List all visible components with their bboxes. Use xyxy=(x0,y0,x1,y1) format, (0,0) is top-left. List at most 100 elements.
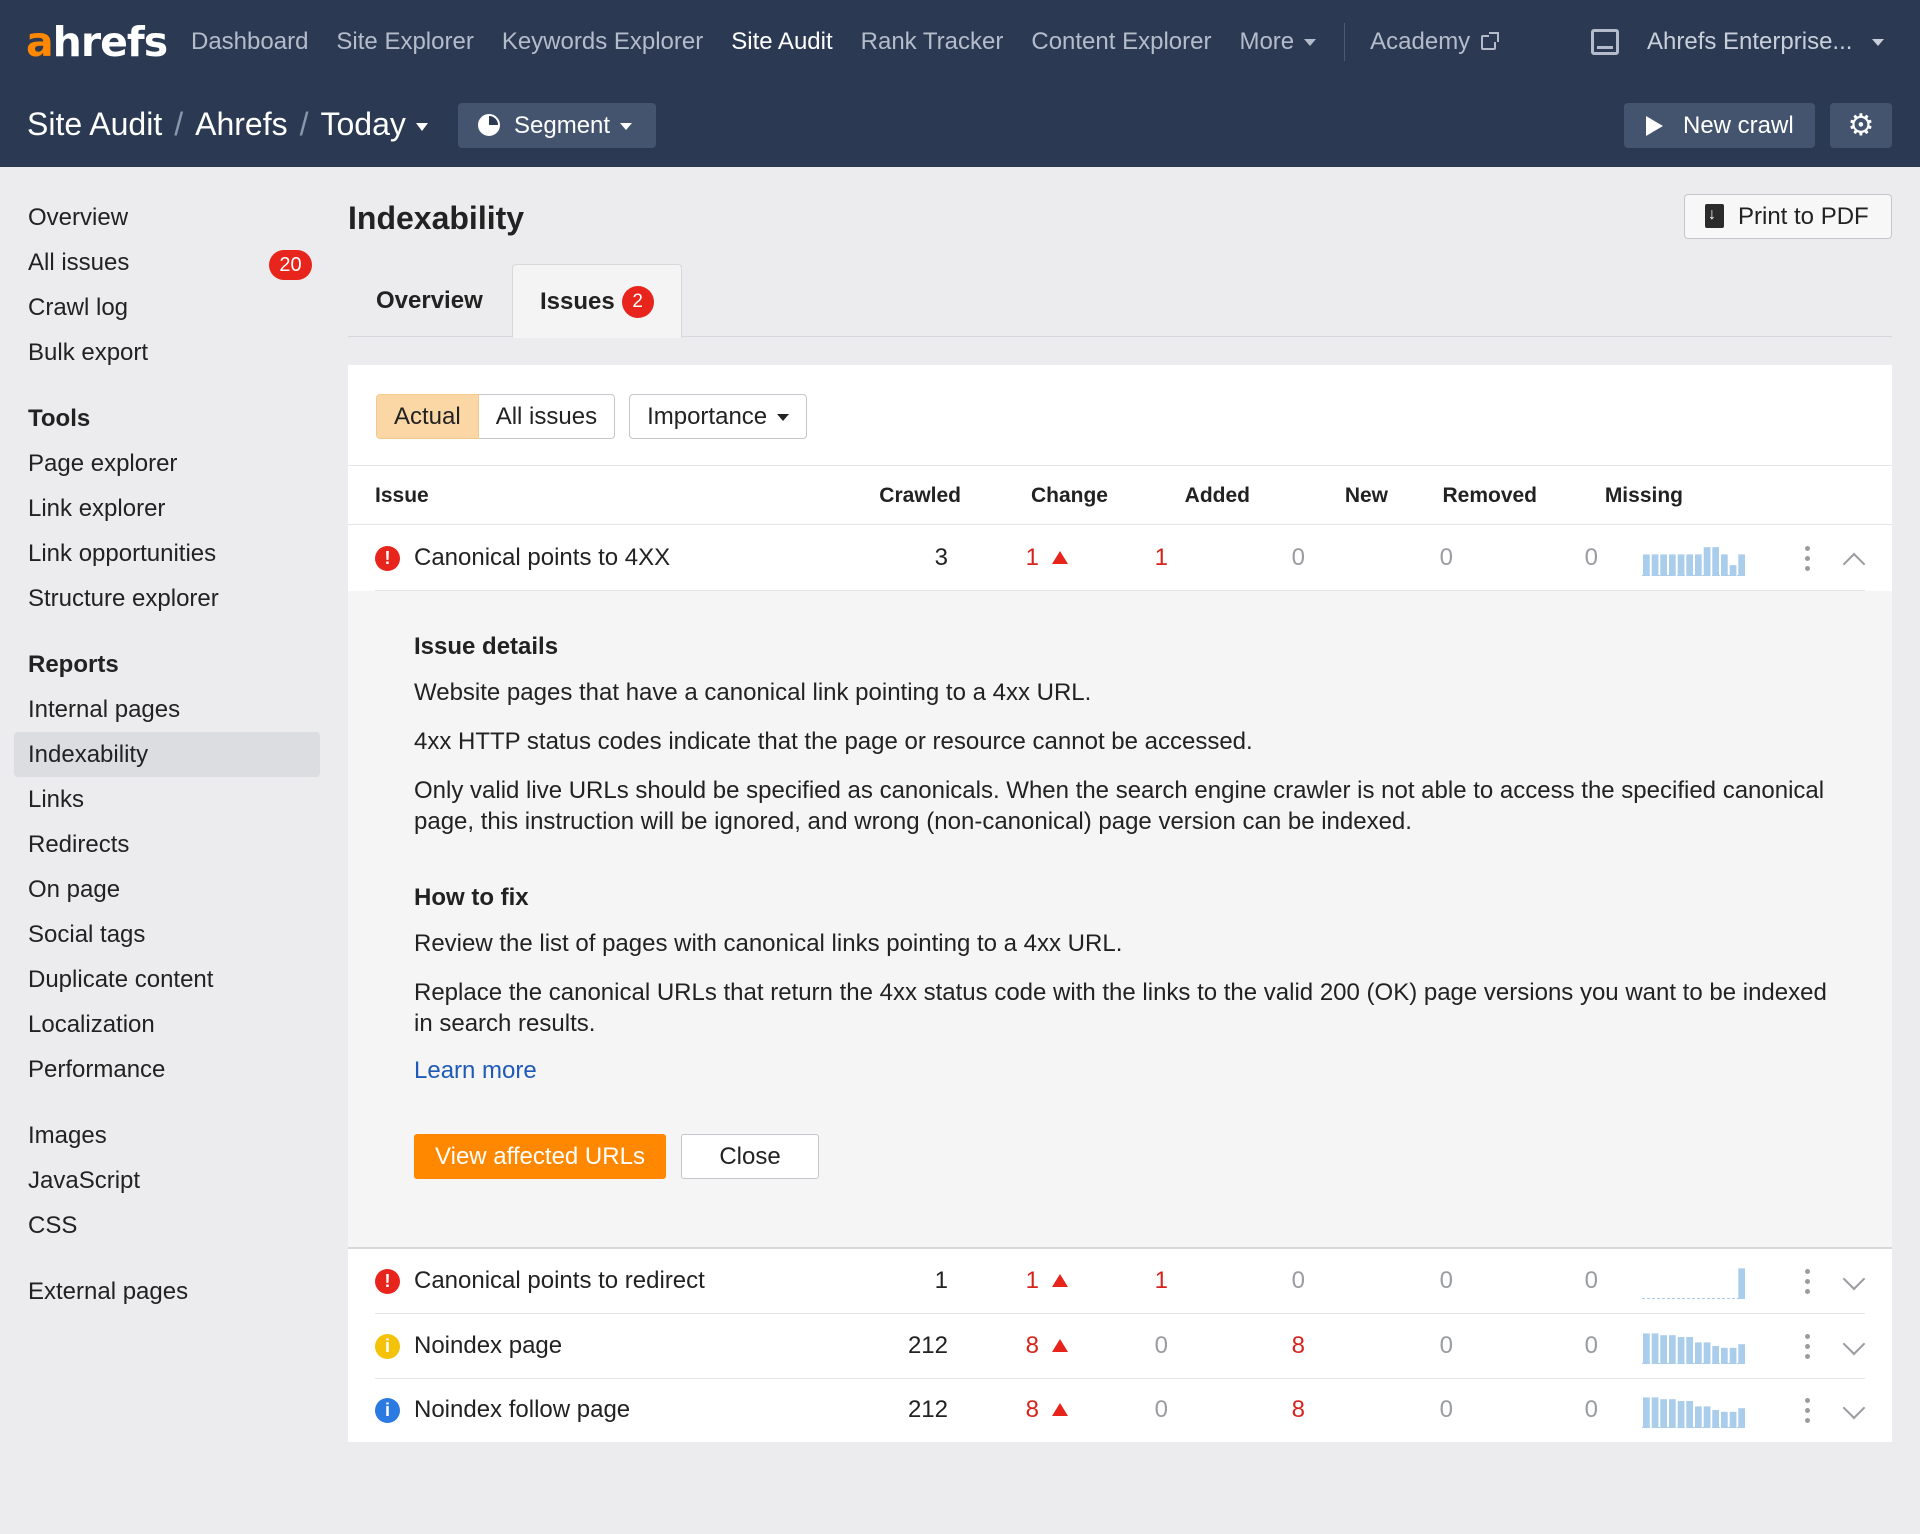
nav-academy[interactable]: Academy xyxy=(1370,22,1500,62)
removed-value: 0 xyxy=(1439,1332,1453,1359)
fix-description: Review the list of pages with canonical … xyxy=(414,930,1123,957)
col-change[interactable]: Change xyxy=(1030,484,1108,507)
col-crawled[interactable]: Crawled xyxy=(879,484,961,507)
sparkline-bar xyxy=(1686,554,1693,576)
new-value: 0 xyxy=(1291,544,1305,571)
segment-button[interactable]: Segment xyxy=(458,103,656,148)
learn-more-link[interactable]: Learn more xyxy=(414,1057,537,1084)
tab-issues[interactable]: Issues 2 xyxy=(512,264,682,338)
sidebar-item-all-issues[interactable]: All issues 20 xyxy=(14,240,320,285)
issue-details-heading: Issue details xyxy=(414,633,559,660)
sidebar-item-css[interactable]: CSS xyxy=(28,1212,78,1239)
filter-actual[interactable]: Actual xyxy=(376,394,479,439)
col-new[interactable]: New xyxy=(1344,484,1388,507)
sidebar-item-links[interactable]: Links xyxy=(28,786,85,813)
sidebar-item-bulk-export[interactable]: Bulk export xyxy=(28,339,149,366)
sparkline-bar xyxy=(1738,1268,1745,1299)
sparkline-bar xyxy=(1686,1401,1693,1428)
breadcrumb-project[interactable]: Ahrefs xyxy=(195,106,288,142)
sidebar-item-link-opportunities[interactable]: Link opportunities xyxy=(28,540,217,567)
col-added[interactable]: Added xyxy=(1184,484,1250,507)
new-value: 0 xyxy=(1291,1267,1305,1294)
sidebar-item-overview[interactable]: Overview xyxy=(28,204,129,231)
table-row[interactable]: i Noindex page 212 8 0 8 0 0 xyxy=(348,1314,1892,1378)
issue-name[interactable]: Noindex follow page xyxy=(414,1396,631,1423)
missing-value: 0 xyxy=(1584,1396,1598,1423)
nav-keywords-explorer[interactable]: Keywords Explorer xyxy=(501,28,704,55)
breadcrumb-separator: / xyxy=(299,106,309,142)
sparkline-bar xyxy=(1721,554,1728,576)
sidebar-item-internal-pages[interactable]: Internal pages xyxy=(28,696,181,723)
inbox-icon[interactable] xyxy=(1591,29,1619,55)
row-divider xyxy=(375,1378,1865,1379)
more-options-icon[interactable] xyxy=(1805,1269,1811,1295)
importance-dropdown[interactable]: Importance xyxy=(629,394,808,439)
view-affected-urls-button[interactable]: View affected URLs xyxy=(414,1134,666,1179)
issue-name[interactable]: Noindex page xyxy=(414,1332,563,1359)
nav-more[interactable]: More xyxy=(1239,22,1317,62)
table-row[interactable]: ! Canonical points to redirect 1 1 1 0 0… xyxy=(348,1249,1892,1313)
chevron-down-icon[interactable] xyxy=(1842,1267,1866,1291)
tab-overview[interactable]: Overview xyxy=(376,287,483,314)
nav-rank-tracker[interactable]: Rank Tracker xyxy=(860,28,1004,55)
issue-name[interactable]: Canonical points to redirect xyxy=(414,1267,705,1294)
breadcrumb-crawl-date[interactable]: Today xyxy=(320,106,428,142)
chevron-up-icon[interactable] xyxy=(1842,552,1866,576)
close-button[interactable]: Close xyxy=(681,1134,819,1179)
sidebar-item-crawl-log[interactable]: Crawl log xyxy=(28,294,129,321)
info-icon: i xyxy=(375,1398,400,1423)
sparkline-bar xyxy=(1712,547,1719,576)
col-issue[interactable]: Issue xyxy=(375,484,429,507)
issue-name[interactable]: Canonical points to 4XX xyxy=(414,544,671,571)
more-options-icon[interactable] xyxy=(1805,1398,1811,1424)
removed-value: 0 xyxy=(1439,544,1453,571)
sidebar-item-external-pages[interactable]: External pages xyxy=(28,1278,189,1305)
sidebar-item-on-page[interactable]: On page xyxy=(28,876,121,903)
chevron-down-icon[interactable] xyxy=(1842,1396,1866,1420)
account-menu[interactable]: Ahrefs Enterprise... xyxy=(1647,22,1885,62)
sidebar-item-page-explorer[interactable]: Page explorer xyxy=(28,450,178,477)
play-icon xyxy=(1646,116,1663,136)
nav-content-explorer[interactable]: Content Explorer xyxy=(1031,28,1212,55)
breadcrumb-site-audit[interactable]: Site Audit xyxy=(27,106,163,142)
sidebar-item-redirects[interactable]: Redirects xyxy=(28,831,130,858)
row-divider xyxy=(375,590,1865,591)
sidebar-item-performance[interactable]: Performance xyxy=(28,1056,166,1083)
new-value: 8 xyxy=(1291,1332,1305,1359)
table-row[interactable]: ! Canonical points to 4XX 3 1 1 0 0 0 xyxy=(348,526,1892,590)
error-icon: ! xyxy=(375,546,400,571)
sidebar-item-social-tags[interactable]: Social tags xyxy=(28,921,146,948)
sparkline-bar xyxy=(1686,1337,1693,1364)
download-file-icon xyxy=(1705,204,1724,228)
up-arrow-icon xyxy=(1052,1339,1068,1352)
sidebar-item-localization[interactable]: Localization xyxy=(28,1011,155,1038)
col-removed[interactable]: Removed xyxy=(1442,484,1537,507)
nav-site-audit[interactable]: Site Audit xyxy=(731,28,833,55)
sidebar-item-structure-explorer[interactable]: Structure explorer xyxy=(28,585,219,612)
sidebar-item-indexability[interactable]: Indexability xyxy=(14,732,320,777)
sidebar-item-images[interactable]: Images xyxy=(28,1122,107,1149)
external-link-icon xyxy=(1481,32,1500,51)
table-row[interactable]: i Noindex follow page 212 8 0 8 0 0 xyxy=(348,1378,1892,1442)
fix-description: Replace the canonical URLs that return t… xyxy=(414,979,1827,1037)
sparkline-bar xyxy=(1669,554,1676,576)
chevron-down-icon[interactable] xyxy=(1842,1332,1866,1356)
ahrefs-logo[interactable]: ahrefs xyxy=(26,18,168,66)
sparkline-bar xyxy=(1729,1347,1737,1364)
sidebar-item-duplicate-content[interactable]: Duplicate content xyxy=(28,966,214,993)
settings-button[interactable]: ⚙ xyxy=(1830,103,1892,148)
nav-site-explorer[interactable]: Site Explorer xyxy=(336,28,474,55)
filter-all-issues[interactable]: All issues xyxy=(478,394,616,439)
sparkline-bar xyxy=(1669,1399,1676,1428)
print-to-pdf-button[interactable]: Print to PDF xyxy=(1684,194,1892,239)
more-options-icon[interactable] xyxy=(1805,546,1811,572)
sidebar-item-link-explorer[interactable]: Link explorer xyxy=(28,495,166,522)
sidebar-heading-tools: Tools xyxy=(28,405,91,432)
trend-sparkline xyxy=(1642,1333,1746,1364)
nav-dashboard[interactable]: Dashboard xyxy=(191,28,309,55)
crawled-value: 3 xyxy=(934,544,948,571)
sidebar-item-javascript[interactable]: JavaScript xyxy=(28,1167,141,1194)
more-options-icon[interactable] xyxy=(1805,1334,1811,1360)
col-missing[interactable]: Missing xyxy=(1604,484,1683,507)
new-crawl-button[interactable]: New crawl xyxy=(1624,103,1815,148)
